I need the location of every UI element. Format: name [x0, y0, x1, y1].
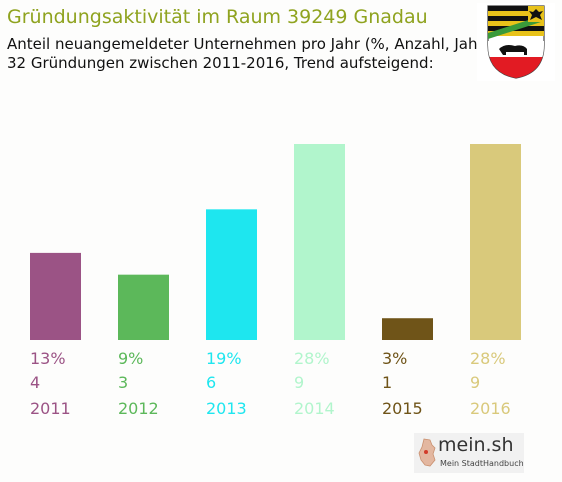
bar-2012: [118, 274, 169, 340]
percent-label-2011: 13%: [30, 349, 66, 368]
bar-2013: [206, 209, 257, 340]
chart-title: Gründungsaktivität im Raum 39249 Gnadau: [7, 6, 428, 28]
percent-label-2012: 9%: [118, 349, 143, 368]
brand-logo[interactable]: mein.sh Mein StadtHandbuch: [414, 433, 524, 473]
percent-label-2016: 28%: [470, 349, 506, 368]
logo-name: mein.sh: [438, 434, 514, 456]
percent-label-2014: 28%: [294, 349, 330, 368]
count-label-2013: 6: [206, 373, 216, 392]
subtitle-line-1: Anteil neuangemeldeter Unternehmen pro J…: [7, 35, 490, 53]
count-label-2012: 3: [118, 373, 128, 392]
chart-subtitle: Anteil neuangemeldeter Unternehmen pro J…: [7, 35, 490, 73]
year-label-2014: 2014: [294, 399, 335, 418]
year-label-2013: 2013: [206, 399, 247, 418]
percent-label-2015: 3%: [382, 349, 407, 368]
year-label-2016: 2016: [470, 399, 511, 418]
year-label-2015: 2015: [382, 399, 423, 418]
count-label-2011: 4: [30, 373, 40, 392]
count-label-2016: 9: [470, 373, 480, 392]
bar-2014: [294, 144, 345, 340]
count-label-2015: 1: [382, 373, 392, 392]
bar-2016: [470, 144, 521, 340]
percent-label-2013: 19%: [206, 349, 242, 368]
germany-map-icon: [418, 438, 436, 467]
subtitle-line-2: 32 Gründungen zwischen 2011-2016, Trend …: [7, 54, 434, 72]
logo-tagline: Mein StadtHandbuch: [440, 459, 524, 468]
coat-of-arms-icon: [477, 3, 555, 81]
count-label-2014: 9: [294, 373, 304, 392]
bar-2011: [30, 252, 81, 340]
year-label-2011: 2011: [30, 399, 71, 418]
year-label-2012: 2012: [118, 399, 159, 418]
bar-2015: [382, 318, 433, 340]
